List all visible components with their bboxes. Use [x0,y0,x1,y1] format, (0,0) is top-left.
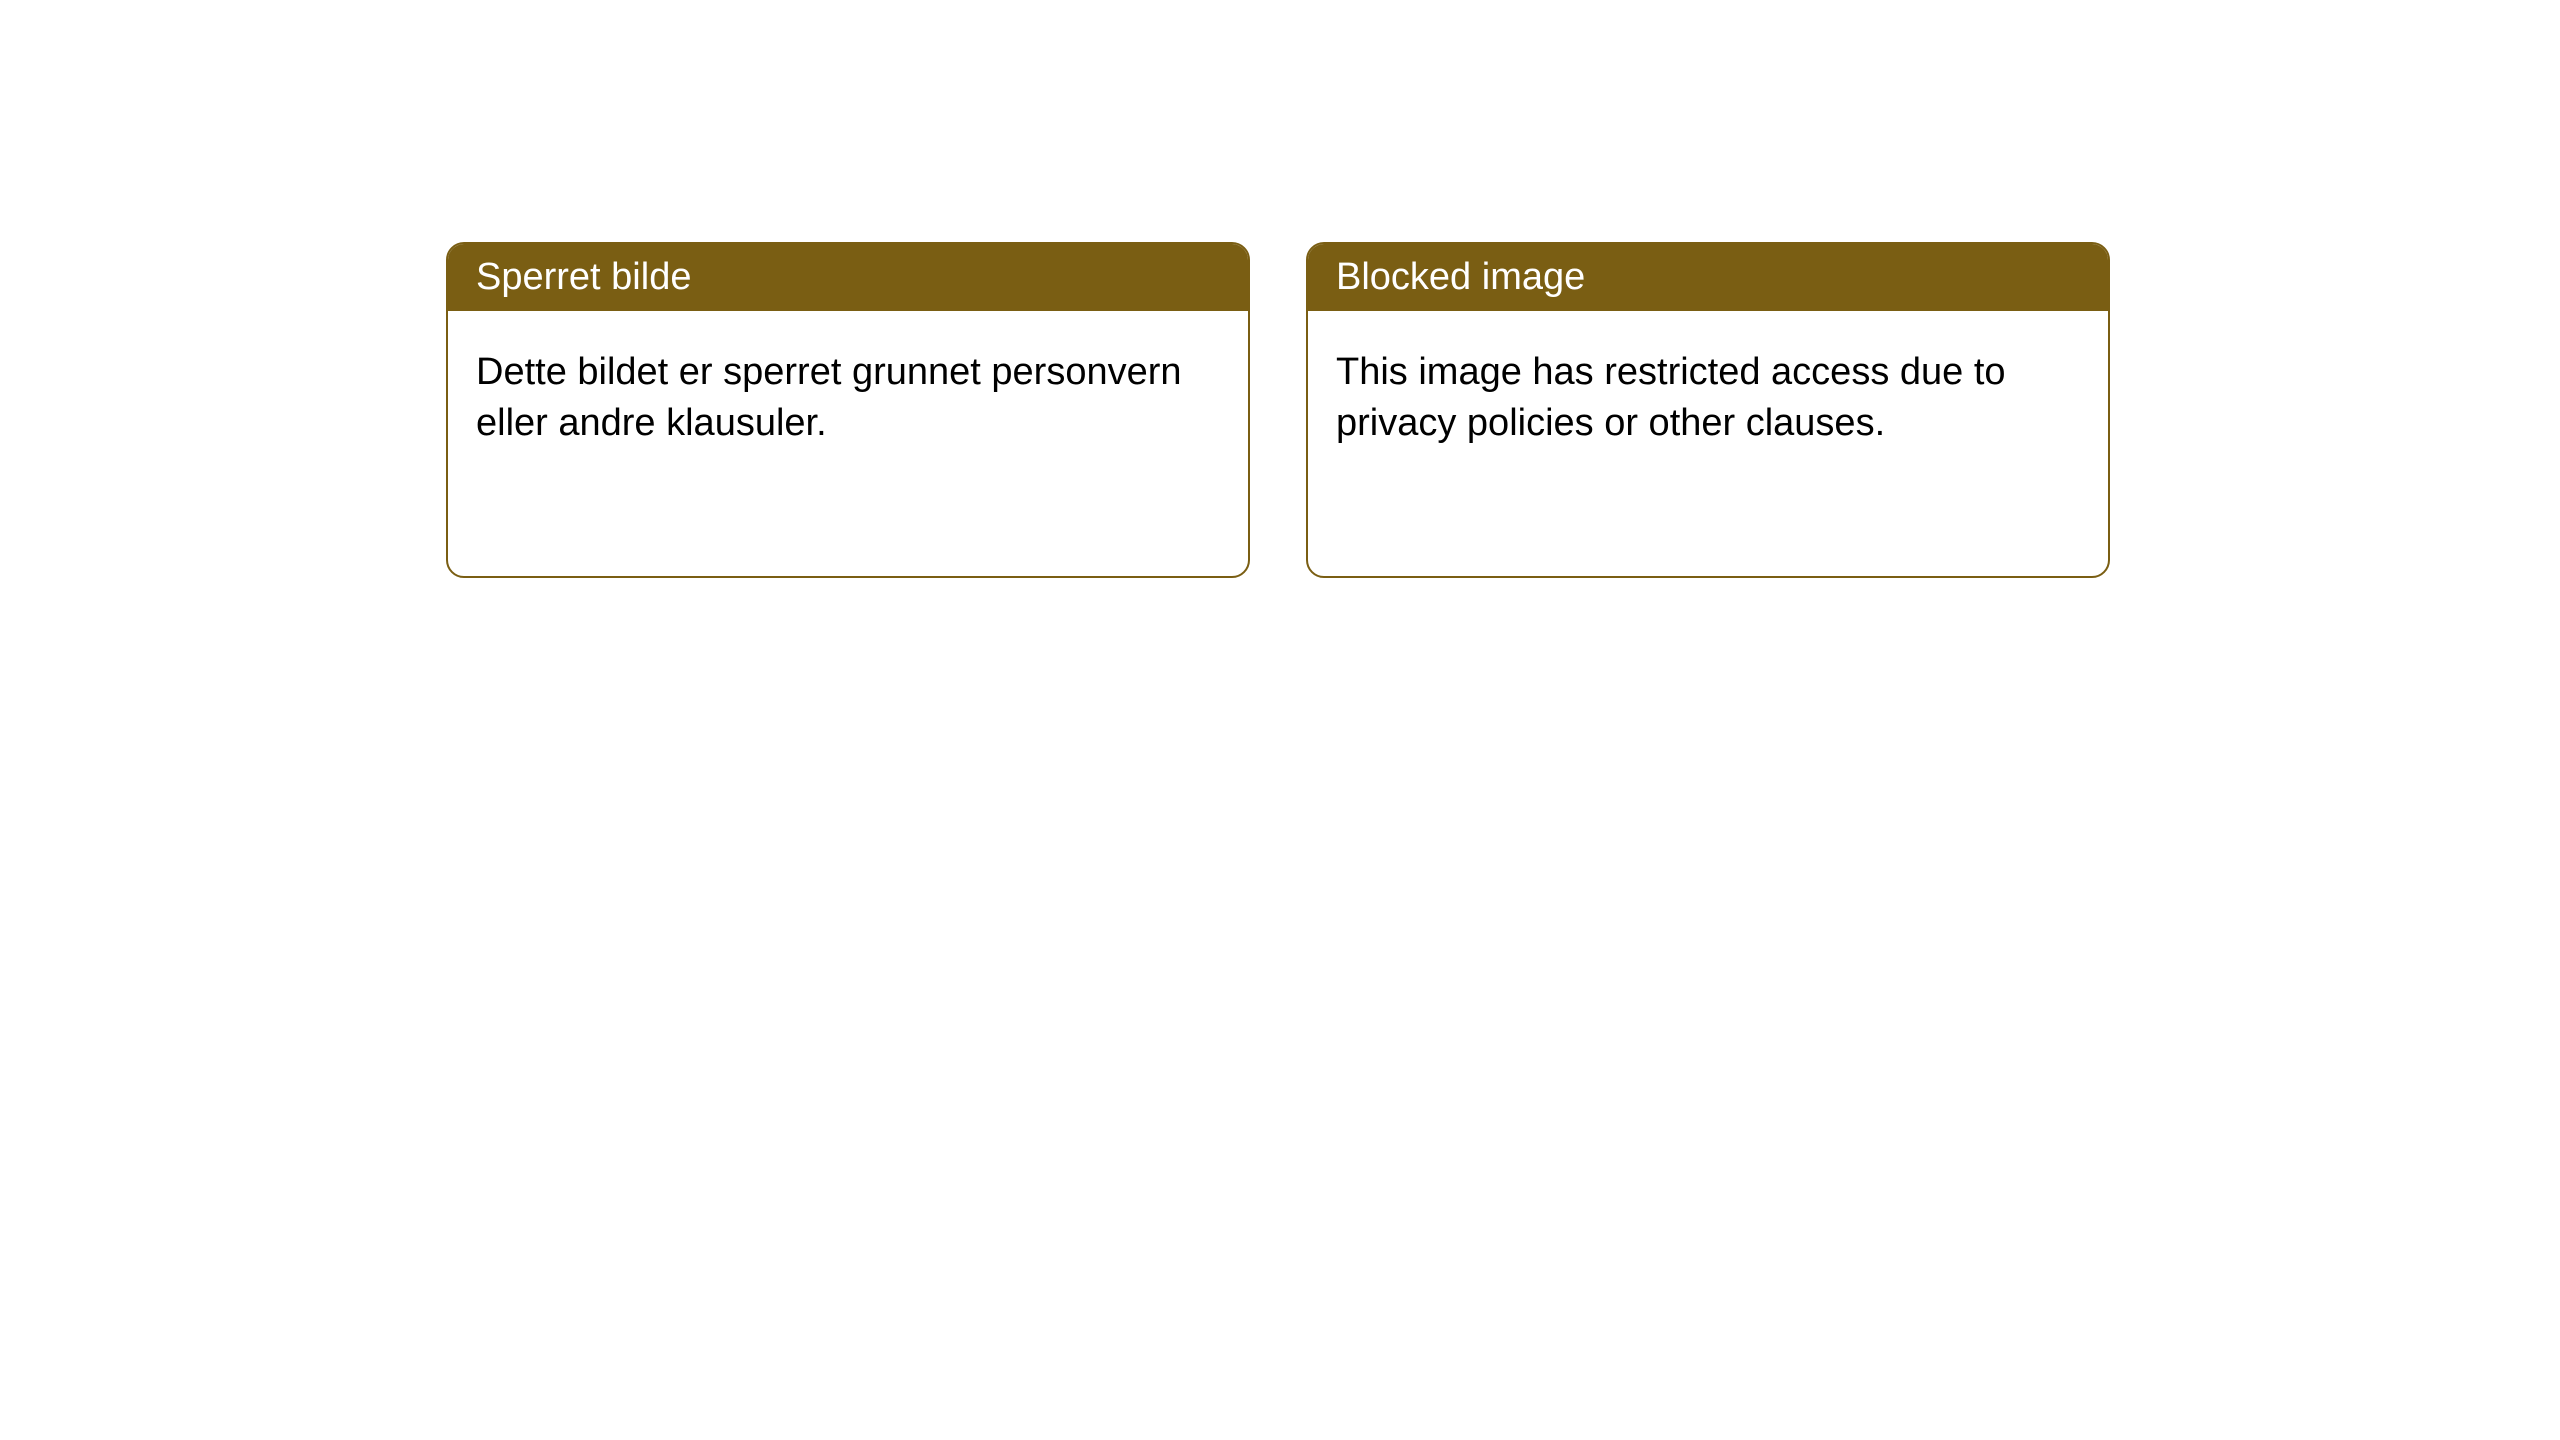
notice-title: Sperret bilde [448,244,1248,311]
notice-card-english: Blocked image This image has restricted … [1306,242,2110,578]
notice-container: Sperret bilde Dette bildet er sperret gr… [0,0,2560,578]
notice-body: This image has restricted access due to … [1308,311,2108,486]
notice-card-norwegian: Sperret bilde Dette bildet er sperret gr… [446,242,1250,578]
notice-title: Blocked image [1308,244,2108,311]
notice-body: Dette bildet er sperret grunnet personve… [448,311,1248,486]
